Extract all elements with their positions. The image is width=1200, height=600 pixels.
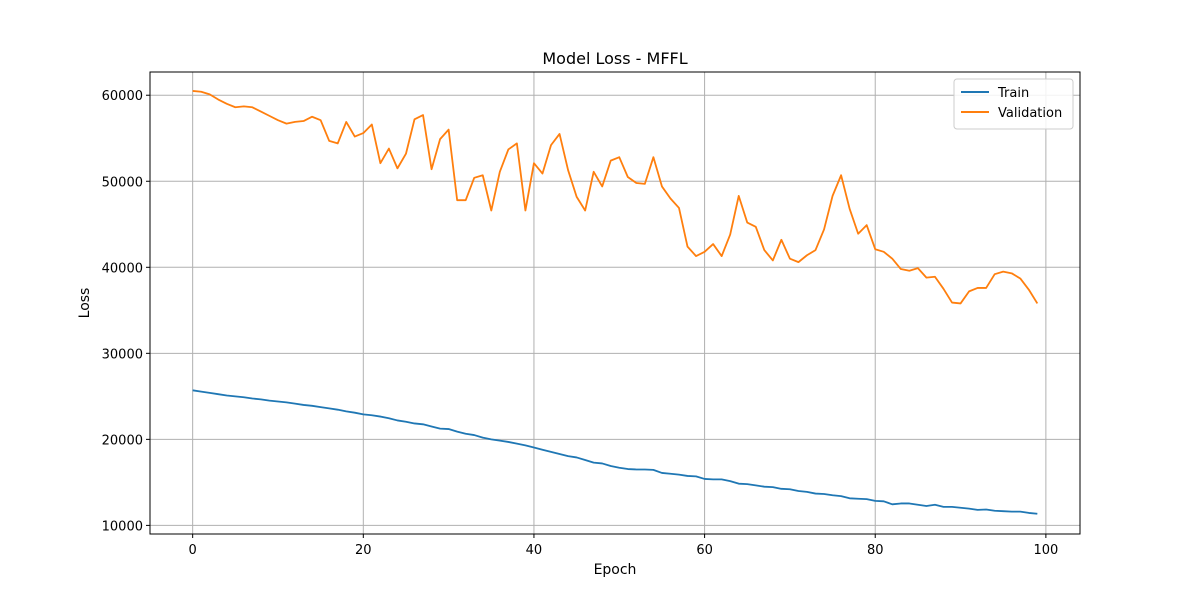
chart-title: Model Loss - MFFL	[542, 49, 687, 68]
tick-layer: 0 20 40 60 80 100 10000 20000 30000 40000 50000 600…	[102, 89, 1059, 558]
y-tick-label: 50000	[102, 175, 143, 190]
x-tick-label: 60	[696, 543, 713, 558]
y-tick-label: 60000	[102, 89, 143, 104]
series-validation-line	[192, 90, 1039, 305]
plot-frame	[149, 71, 1081, 535]
legend-label-validation: Validation	[998, 106, 1062, 121]
x-tick-label: 20	[355, 543, 372, 558]
x-tick-label: 100	[1033, 543, 1058, 558]
legend: Train Validation	[953, 78, 1074, 130]
x-tick-label: 40	[526, 543, 543, 558]
legend-label-train: Train	[997, 86, 1029, 101]
series-train-line	[192, 389, 1038, 515]
x-tick-label: 80	[867, 543, 884, 558]
y-tick-label: 20000	[102, 433, 143, 448]
series-layer	[192, 90, 1039, 515]
x-axis-label: Epoch	[594, 562, 637, 578]
y-tick-label: 40000	[102, 261, 143, 276]
y-tick-label: 30000	[102, 347, 143, 362]
grid-layer	[150, 72, 1080, 534]
y-axis-label: Loss	[77, 288, 93, 319]
y-tick-label: 10000	[102, 519, 143, 534]
x-tick-label: 0	[189, 543, 197, 558]
